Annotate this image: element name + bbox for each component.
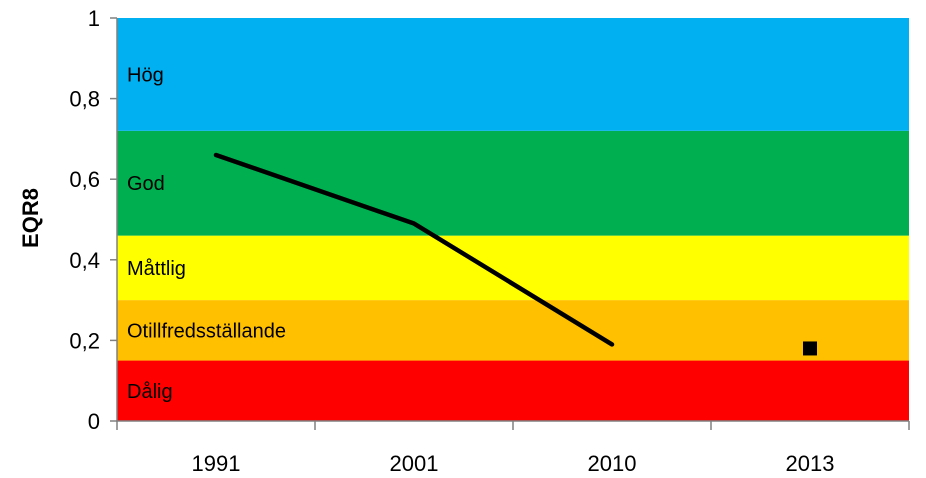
- y-tick-label-2: 0,4: [69, 248, 100, 273]
- y-tick-label-0: 0: [88, 409, 100, 434]
- quality-band-labels: Dålig Otillfredsställande Måttlig God Hög: [127, 64, 286, 402]
- y-axis-title: EQR8: [18, 188, 43, 248]
- x-tick-label-1: 2001: [390, 451, 439, 476]
- band-0: [117, 360, 909, 421]
- band-2: [117, 235, 909, 301]
- band-label-3: God: [127, 173, 165, 195]
- band-label-4: Hög: [127, 64, 164, 86]
- x-tick-label-3: 2013: [786, 451, 835, 476]
- x-tick-label-2: 2010: [588, 451, 637, 476]
- y-tick-label-1: 0,2: [69, 328, 100, 353]
- x-tick-label-0: 1991: [192, 451, 241, 476]
- band-label-2: Måttlig: [127, 258, 186, 280]
- data-series: [213, 152, 817, 356]
- series-1-marker-0: [803, 341, 817, 356]
- y-tick-label-3: 0,6: [69, 167, 100, 192]
- quality-bands: [117, 18, 909, 421]
- y-tick-label-4: 0,8: [69, 87, 100, 112]
- band-label-1: Otillfredsställande: [127, 320, 286, 342]
- band-3: [117, 130, 909, 236]
- y-tick-label-5: 1: [88, 6, 100, 31]
- axes: 0 0,2 0,4 0,6 0,8 1 1991 2001 2010 2013: [69, 6, 910, 476]
- band-label-0: Dålig: [127, 381, 173, 403]
- band-4: [117, 18, 909, 131]
- band-1: [117, 300, 909, 361]
